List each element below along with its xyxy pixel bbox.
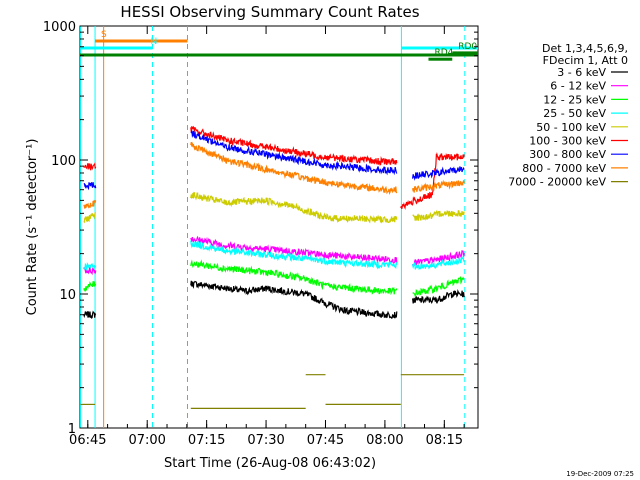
legend-label-6: 300 - 800 keV — [529, 148, 606, 161]
y-tick-label-2: 100 — [51, 154, 76, 169]
series-7-segment-0 — [83, 199, 97, 209]
series-3-segment-2 — [412, 254, 465, 271]
legend-label-2: 12 - 25 keV — [543, 93, 606, 106]
series-6-segment-2 — [412, 166, 465, 181]
series-5-segment-2 — [400, 151, 465, 210]
chart-title: HESSI Observing Summary Count Rates — [120, 3, 419, 21]
legend-label-5: 100 - 300 keV — [529, 135, 606, 148]
series-2-segment-2 — [412, 275, 465, 298]
series-0-segment-2 — [412, 289, 465, 304]
x-ticks: 06:45 07:00 07:15 07:30 07:45 08:00 08:15 — [69, 26, 465, 448]
series-3-segment-0 — [83, 262, 97, 271]
series-0-segment-1 — [190, 280, 398, 320]
series-7-segment-1 — [190, 141, 398, 195]
y-tick-label-0: 1 — [68, 422, 76, 437]
flag-bar-0 — [95, 39, 188, 43]
legend: Det 1,3,4,5,6,9,FDecim 1, Att 03 - 6 keV… — [508, 42, 628, 189]
y-tick-label-3: 1000 — [43, 20, 76, 35]
series-0-segment-0 — [83, 310, 97, 319]
series-6-segment-1 — [190, 130, 398, 176]
series-1-segment-1 — [190, 235, 398, 264]
y-ticks: 1 10 100 1000 — [43, 20, 478, 437]
legend-label-8: 7000 - 20000 keV — [508, 176, 606, 189]
flag-label-1: N — [151, 37, 158, 47]
flag-bar-3 — [452, 51, 478, 55]
legend-label-3: 25 - 50 keV — [543, 107, 606, 120]
legend-label-1: 6 - 12 keV — [550, 80, 606, 93]
series-1-segment-0 — [83, 266, 97, 276]
flag-bars: S N RD0 RD4 — [80, 30, 478, 61]
x-axis-label: Start Time (26-Aug-08 06:43:02) — [164, 456, 376, 471]
x-tick-label-0: 06:45 — [69, 433, 106, 448]
series-3-segment-1 — [190, 240, 398, 270]
x-tick-label-2: 07:15 — [188, 433, 225, 448]
vertical-markers — [80, 26, 466, 428]
y-axis-label: Count Rate (s⁻¹ detector⁻¹) — [25, 139, 40, 316]
x-tick-label-1: 07:00 — [128, 433, 165, 448]
plot-frame — [79, 25, 479, 429]
legend-label-7: 800 - 7000 keV — [522, 162, 606, 175]
x-tick-label-6: 08:15 — [426, 433, 463, 448]
flag-label-0: S — [101, 30, 107, 40]
y-tick-label-1: 10 — [59, 288, 76, 303]
series-5-segment-0 — [83, 162, 97, 171]
series-group — [80, 125, 465, 409]
legend-label-0: 3 - 6 keV — [557, 66, 606, 79]
footer-timestamp: 19-Dec-2009 07:25 — [566, 470, 634, 478]
series-2-segment-0 — [83, 281, 97, 293]
series-4-segment-0 — [83, 211, 97, 224]
x-tick-label-3: 07:30 — [247, 433, 284, 448]
series-4-segment-2 — [412, 209, 465, 221]
plot-border — [79, 25, 479, 429]
flag-bar-4 — [80, 53, 478, 57]
x-tick-label-5: 08:00 — [366, 433, 403, 448]
series-7-segment-2 — [412, 179, 465, 193]
flag-label-5: RD4 — [434, 48, 453, 58]
flag-bar-5 — [428, 57, 453, 61]
x-tick-label-4: 07:45 — [307, 433, 344, 448]
series-4-segment-1 — [190, 191, 398, 224]
legend-header-0: Det 1,3,4,5,6,9, — [542, 42, 628, 55]
series-2-segment-1 — [190, 259, 398, 296]
flag-label-3: RD0 — [458, 42, 477, 52]
legend-header-1: FDecim 1, Att 0 — [543, 54, 628, 67]
series-5-segment-1 — [190, 125, 398, 166]
flag-bar-2 — [401, 46, 478, 50]
legend-label-4: 50 - 100 keV — [536, 121, 606, 134]
flag-bar-1 — [80, 46, 153, 50]
series-1-segment-2 — [412, 250, 465, 268]
series-6-segment-0 — [83, 181, 97, 191]
